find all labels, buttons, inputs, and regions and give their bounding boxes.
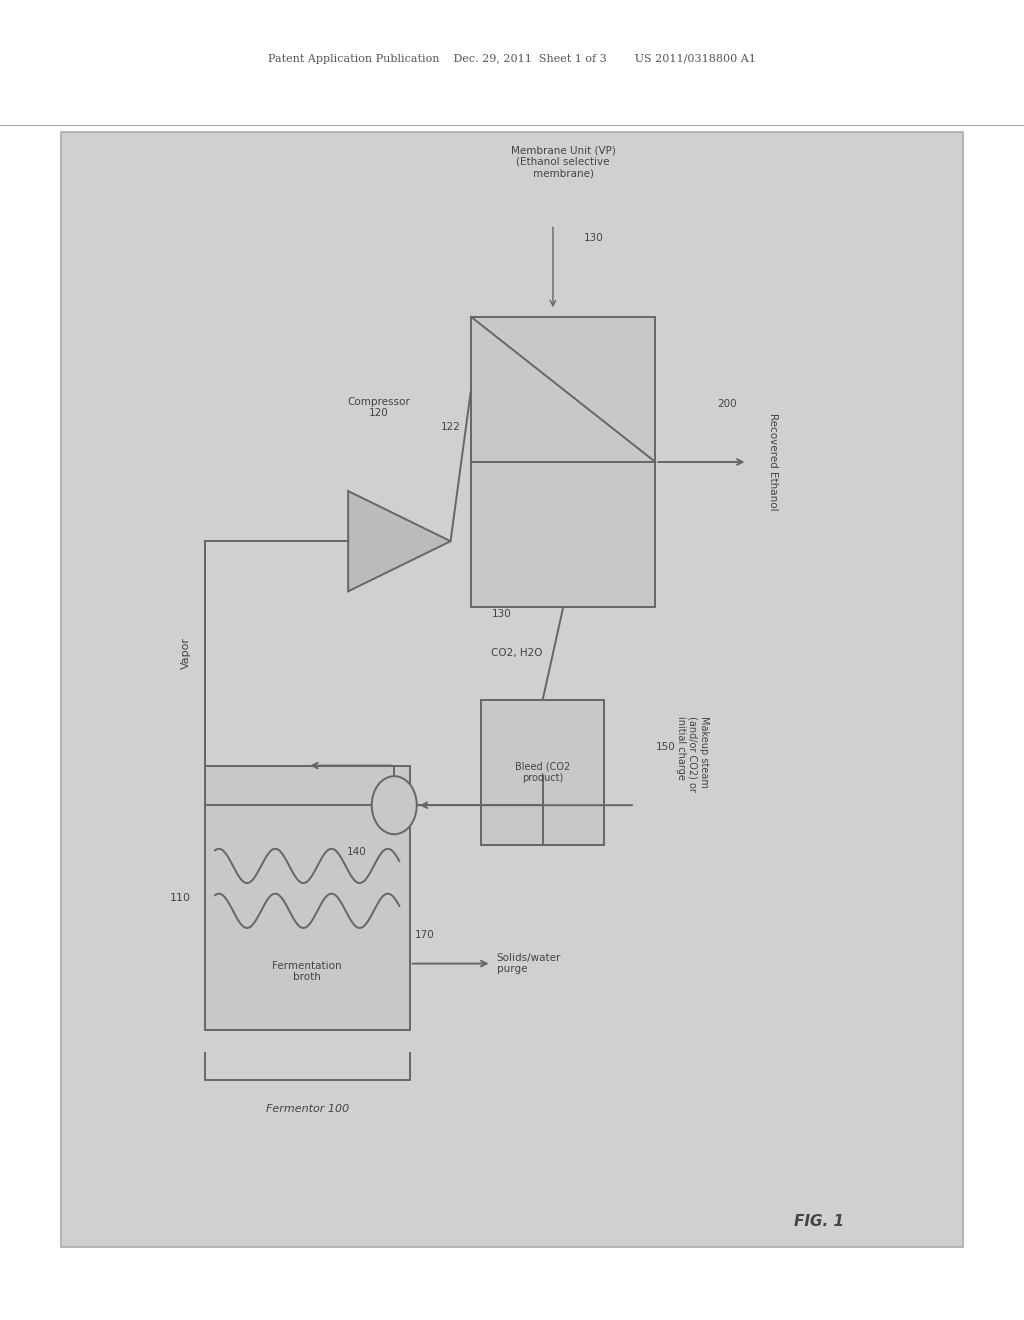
Text: Patent Application Publication    Dec. 29, 2011  Sheet 1 of 3        US 2011/031: Patent Application Publication Dec. 29, …	[268, 54, 756, 65]
Text: Fermentor 100: Fermentor 100	[265, 1104, 349, 1114]
Circle shape	[372, 776, 417, 834]
Text: Bleed (CO2
product): Bleed (CO2 product)	[515, 762, 570, 783]
Bar	[0, 0, 1024, 125]
Bar	[471, 317, 655, 607]
Text: 140: 140	[347, 847, 367, 858]
Text: 200: 200	[717, 399, 737, 409]
Text: 110: 110	[169, 892, 190, 903]
Text: Makeup steam
(and/or CO2) or
initial charge: Makeup steam (and/or CO2) or initial cha…	[676, 717, 709, 792]
Text: 170: 170	[415, 929, 434, 940]
Text: CO2, H2O: CO2, H2O	[492, 648, 543, 659]
Bar	[481, 700, 604, 845]
Text: Membrane Unit (VP)
(Ethanol selective
membrane): Membrane Unit (VP) (Ethanol selective me…	[511, 145, 615, 178]
Text: FIG. 1: FIG. 1	[795, 1213, 844, 1229]
Polygon shape	[348, 491, 451, 591]
Text: 130: 130	[584, 232, 603, 243]
Text: Recovered Ethanol: Recovered Ethanol	[768, 413, 778, 511]
Text: Vapor: Vapor	[180, 638, 190, 669]
Bar	[61, 132, 963, 1247]
Text: 150: 150	[655, 742, 675, 752]
Text: Fermentation
broth: Fermentation broth	[272, 961, 342, 982]
Text: Solids/water
purge: Solids/water purge	[497, 953, 561, 974]
Bar	[205, 766, 410, 1030]
Text: Compressor
120: Compressor 120	[347, 397, 411, 418]
Text: 130: 130	[493, 609, 512, 619]
Text: 122: 122	[440, 422, 461, 433]
